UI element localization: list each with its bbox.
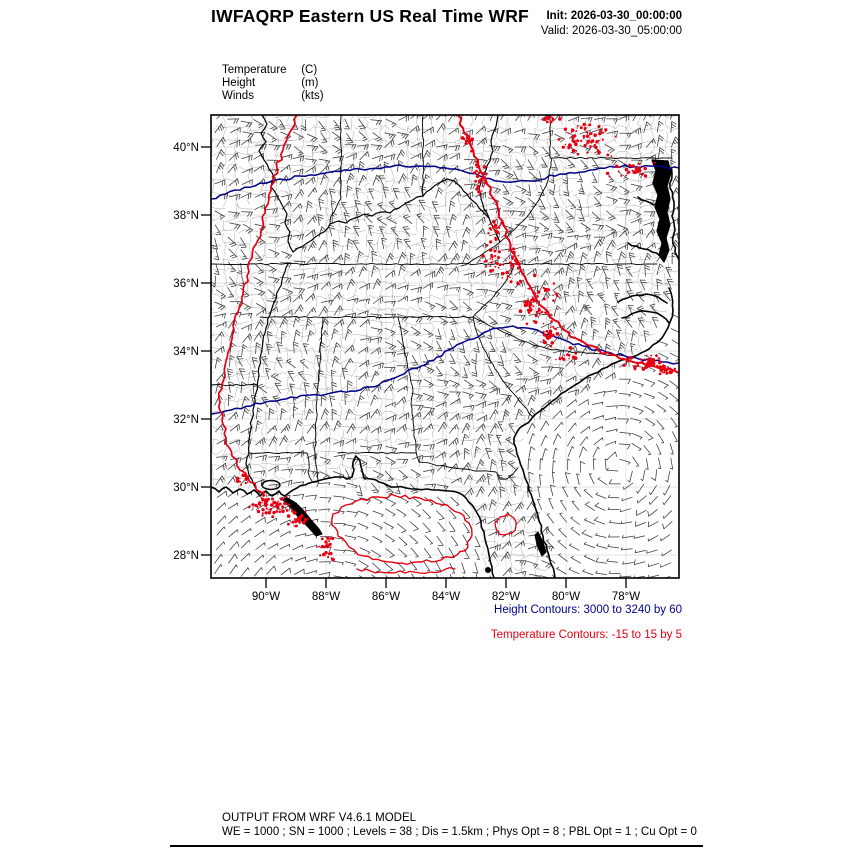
lon-tick-label: 86°W (372, 591, 400, 603)
field-name: Height (222, 77, 256, 89)
lon-tick-label: 84°W (432, 591, 460, 603)
lon-tick-label: 80°W (552, 591, 580, 603)
figure-title: IWFAQRP Eastern US Real Time WRF (211, 6, 529, 26)
footer-config-line: WE = 1000 ; SN = 1000 ; Levels = 38 ; Di… (222, 825, 697, 838)
field-height: Height (m) (222, 77, 324, 90)
footer-divider (170, 845, 703, 847)
field-name: Winds (222, 90, 254, 102)
footer-model-line: OUTPUT FROM WRF V4.6.1 MODEL (222, 812, 417, 824)
valid-timestamp: Valid: 2026-03-30_05:00:00 (540, 25, 682, 37)
lon-tick-label: 90°W (252, 591, 280, 603)
lat-tick-label: 40°N (173, 142, 199, 154)
lon-tick-label: 78°W (612, 591, 640, 603)
temperature-contour-layer (217, 115, 679, 574)
lat-tick-label: 36°N (173, 278, 199, 290)
lon-tick-label: 82°W (492, 591, 520, 603)
map-canvas: 40°N 38°N 36°N 34°N 32°N 30°N 28°N 90°W … (173, 114, 680, 603)
axis-ticks (201, 146, 627, 588)
lat-tick-label: 38°N (173, 210, 199, 222)
init-timestamp: Init: 2026-03-30_00:00:00 (546, 10, 682, 22)
field-legend: Temperature (C) Height (m) Winds (kts) (222, 64, 324, 103)
timestamp-block: Init: 2026-03-30_00:00:00 Valid: 2026-03… (541, 9, 682, 39)
field-name: Temperature (222, 64, 287, 76)
lat-tick-label: 34°N (173, 346, 199, 358)
lat-tick-label: 28°N (173, 550, 199, 562)
height-contour-annotation: Height Contours: 3000 to 3240 by 60 (494, 604, 682, 616)
lon-axis-labels: 90°W 88°W 86°W 84°W 82°W 80°W 78°W (252, 591, 640, 603)
map-frame (210, 114, 680, 579)
field-unit: (kts) (301, 90, 324, 102)
field-winds: Winds (kts) (222, 90, 324, 103)
field-temperature: Temperature (C) (222, 64, 324, 77)
lat-tick-label: 30°N (173, 482, 199, 494)
field-unit: (m) (301, 77, 319, 89)
lon-tick-label: 88°W (312, 591, 340, 603)
lat-tick-label: 32°N (173, 414, 199, 426)
footer: OUTPUT FROM WRF V4.6.1 MODEL WE = 1000 ;… (222, 812, 697, 839)
lat-axis-labels: 40°N 38°N 36°N 34°N 32°N 30°N 28°N (173, 142, 199, 562)
temperature-contour-annotation: Temperature Contours: -15 to 15 by 5 (490, 629, 682, 641)
field-unit: (C) (301, 64, 318, 76)
